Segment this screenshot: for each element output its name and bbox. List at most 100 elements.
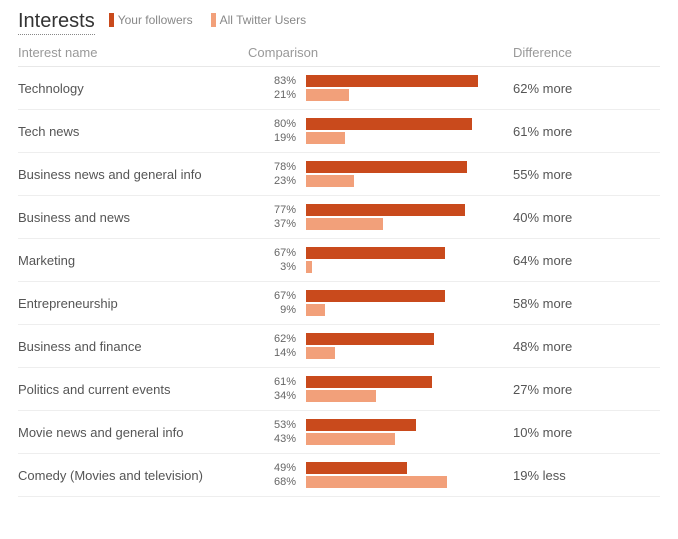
allusers-value: 21% (248, 88, 296, 102)
header-comparison: Comparison (248, 45, 513, 60)
value-labels: 80%19% (248, 117, 306, 145)
allusers-value: 19% (248, 131, 296, 145)
value-labels: 61%34% (248, 375, 306, 403)
table-row: Politics and current events61%34% 27% mor… (18, 368, 660, 411)
allusers-value: 23% (248, 174, 296, 188)
value-labels: 67%9% (248, 289, 306, 317)
legend-allusers-label: All Twitter Users (220, 13, 306, 27)
bars (306, 74, 513, 102)
allusers-value: 43% (248, 432, 296, 446)
interest-name: Business news and general info (18, 167, 248, 182)
difference-value: 27% more (513, 382, 660, 397)
followers-value: 49% (248, 461, 296, 475)
difference-value: 10% more (513, 425, 660, 440)
bars (306, 246, 513, 274)
value-labels: 53%43% (248, 418, 306, 446)
value-labels: 78%23% (248, 160, 306, 188)
allusers-value: 37% (248, 217, 296, 231)
allusers-bar (306, 433, 395, 445)
legend-followers: Your followers (109, 13, 193, 27)
interest-name: Technology (18, 81, 248, 96)
difference-value: 62% more (513, 81, 660, 96)
difference-value: 64% more (513, 253, 660, 268)
comparison-cell: 61%34% (248, 375, 513, 403)
followers-bar (306, 118, 472, 130)
table-row: Marketing67%3%64% more (18, 239, 660, 282)
allusers-bar (306, 304, 325, 316)
table-row: Tech news80%19% 61% more (18, 110, 660, 153)
rows-container: Technology83%21% 62% more Tech news80%19% 6… (18, 67, 660, 497)
allusers-value: 68% (248, 475, 296, 489)
difference-value: 55% more (513, 167, 660, 182)
interest-name: Marketing (18, 253, 248, 268)
header-difference: Difference (513, 45, 660, 60)
interest-name: Entrepreneurship (18, 296, 248, 311)
bars (306, 375, 513, 403)
allusers-bar (306, 476, 447, 488)
legend-followers-label: Your followers (118, 13, 193, 27)
allusers-bar (306, 261, 312, 273)
table-row: Entrepreneurship67%9%58% more (18, 282, 660, 325)
bars (306, 160, 513, 188)
allusers-bar (306, 175, 354, 187)
interest-name: Comedy (Movies and television) (18, 468, 248, 483)
bars (306, 332, 513, 360)
comparison-cell: 53%43% (248, 418, 513, 446)
value-labels: 83%21% (248, 74, 306, 102)
followers-bar (306, 333, 434, 345)
allusers-bar (306, 390, 376, 402)
followers-bar (306, 75, 478, 87)
comparison-cell: 67%3% (248, 246, 513, 274)
allusers-value: 34% (248, 389, 296, 403)
followers-value: 53% (248, 418, 296, 432)
followers-bar (306, 204, 465, 216)
followers-value: 61% (248, 375, 296, 389)
allusers-swatch (211, 13, 216, 27)
followers-value: 67% (248, 246, 296, 260)
allusers-bar (306, 132, 345, 144)
header-name: Interest name (18, 45, 248, 60)
comparison-cell: 80%19% (248, 117, 513, 145)
table-row: Comedy (Movies and television)49%68% 19% … (18, 454, 660, 497)
table-row: Technology83%21% 62% more (18, 67, 660, 110)
legend: Your followers All Twitter Users (109, 13, 306, 27)
followers-value: 62% (248, 332, 296, 346)
value-labels: 77%37% (248, 203, 306, 231)
interest-name: Politics and current events (18, 382, 248, 397)
followers-value: 67% (248, 289, 296, 303)
table-row: Business and news77%37%40% more (18, 196, 660, 239)
followers-bar (306, 462, 407, 474)
followers-bar (306, 290, 445, 302)
column-headers: Interest name Comparison Difference (18, 45, 660, 67)
bars (306, 203, 513, 231)
comparison-cell: 83%21% (248, 74, 513, 102)
bars (306, 289, 513, 317)
comparison-cell: 67%9% (248, 289, 513, 317)
followers-swatch (109, 13, 114, 27)
followers-value: 83% (248, 74, 296, 88)
difference-value: 61% more (513, 124, 660, 139)
interest-name: Tech news (18, 124, 248, 139)
legend-allusers: All Twitter Users (211, 13, 306, 27)
comparison-cell: 78%23% (248, 160, 513, 188)
comparison-cell: 77%37% (248, 203, 513, 231)
allusers-bar (306, 347, 335, 359)
interest-name: Business and finance (18, 339, 248, 354)
followers-bar (306, 376, 432, 388)
allusers-value: 9% (248, 303, 296, 317)
followers-bar (306, 419, 416, 431)
table-row: Business news and general info78%23% 55% … (18, 153, 660, 196)
followers-value: 78% (248, 160, 296, 174)
table-row: Movie news and general info53%43%10% mor… (18, 411, 660, 454)
allusers-bar (306, 218, 383, 230)
value-labels: 49%68% (248, 461, 306, 489)
difference-value: 48% more (513, 339, 660, 354)
difference-value: 19% less (513, 468, 660, 483)
allusers-bar (306, 89, 349, 101)
comparison-cell: 49%68% (248, 461, 513, 489)
table-row: Business and finance62%14%48% more (18, 325, 660, 368)
comparison-cell: 62%14% (248, 332, 513, 360)
followers-value: 77% (248, 203, 296, 217)
followers-value: 80% (248, 117, 296, 131)
bars (306, 461, 513, 489)
